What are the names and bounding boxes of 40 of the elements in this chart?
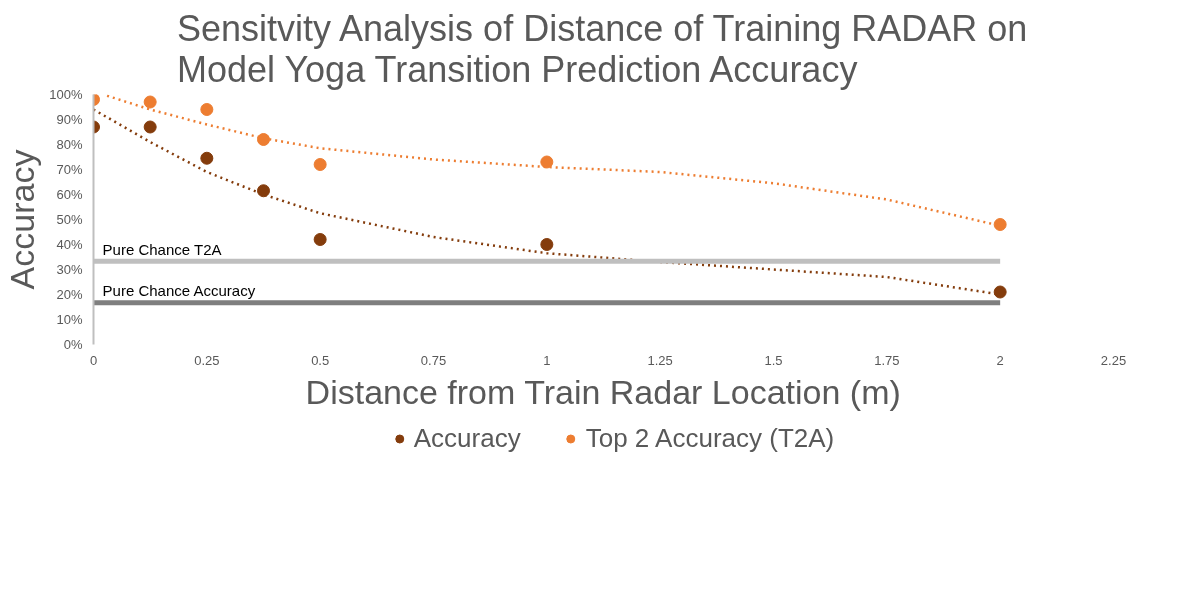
point <box>993 285 1007 299</box>
x-tick-label: 1.75 <box>874 352 900 368</box>
y-tick-label: 70% <box>56 162 83 177</box>
x-tick-label: 1.5 <box>764 352 783 368</box>
y-tick-label: 10% <box>56 312 83 327</box>
point <box>257 184 270 198</box>
point <box>257 133 270 146</box>
point <box>200 103 214 116</box>
y-tick-label: 100% <box>49 87 83 102</box>
x-axis-title: Distance from Train Radar Location (m) <box>305 372 901 411</box>
y-axis-title: Accuracy <box>3 149 42 290</box>
y-tick-label: 0% <box>63 337 83 352</box>
point <box>993 218 1007 231</box>
point <box>143 120 157 134</box>
point <box>143 95 157 109</box>
y-tick-label: 30% <box>56 262 83 277</box>
y-tick-label: 90% <box>56 112 83 127</box>
legend-label: Top 2 Accuracy (T2A) <box>585 422 835 454</box>
x-tick-label: 2.25 <box>1100 352 1127 368</box>
point <box>540 155 554 169</box>
x-tick-label: 1 <box>543 352 551 368</box>
x-tick-label: 0 <box>89 352 98 368</box>
point <box>200 151 214 165</box>
x-tick-label: 0.5 <box>311 352 330 368</box>
point <box>313 158 327 171</box>
x-tick-label: 2 <box>996 352 1004 368</box>
y-tick-label: 20% <box>56 287 83 302</box>
x-tick-label: 1.25 <box>647 352 673 368</box>
chart-title: Sensitvity Analysis of Distance of Training RADAR on Model Yoga Transition Prediction Accuracy <box>176 7 1028 90</box>
y-tick-label: 50% <box>56 212 83 227</box>
x-tick-label: 0.25 <box>194 352 220 368</box>
y-tick-label: 80% <box>56 137 83 152</box>
y-tick-label: 40% <box>56 237 83 252</box>
point <box>313 233 327 246</box>
legend-label: Accuracy <box>413 422 521 454</box>
series-label: Pure Chance Accuracy <box>102 282 256 299</box>
y-tick-label: 60% <box>56 187 83 202</box>
x-tick-label: 0.75 <box>420 352 447 368</box>
point <box>540 238 554 251</box>
series-label: Pure Chance T2A <box>102 240 222 258</box>
